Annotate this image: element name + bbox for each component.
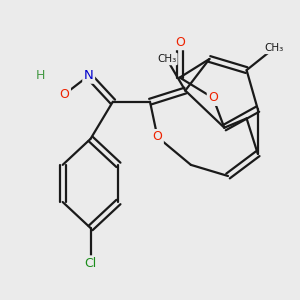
Text: Cl: Cl: [84, 257, 97, 270]
Text: CH₃: CH₃: [265, 43, 284, 53]
Text: N: N: [84, 69, 94, 82]
Text: O: O: [175, 36, 185, 49]
Text: CH₃: CH₃: [157, 54, 176, 64]
Text: O: O: [60, 88, 70, 101]
Text: H: H: [36, 69, 45, 82]
Text: O: O: [208, 92, 218, 104]
Text: O: O: [152, 130, 162, 143]
